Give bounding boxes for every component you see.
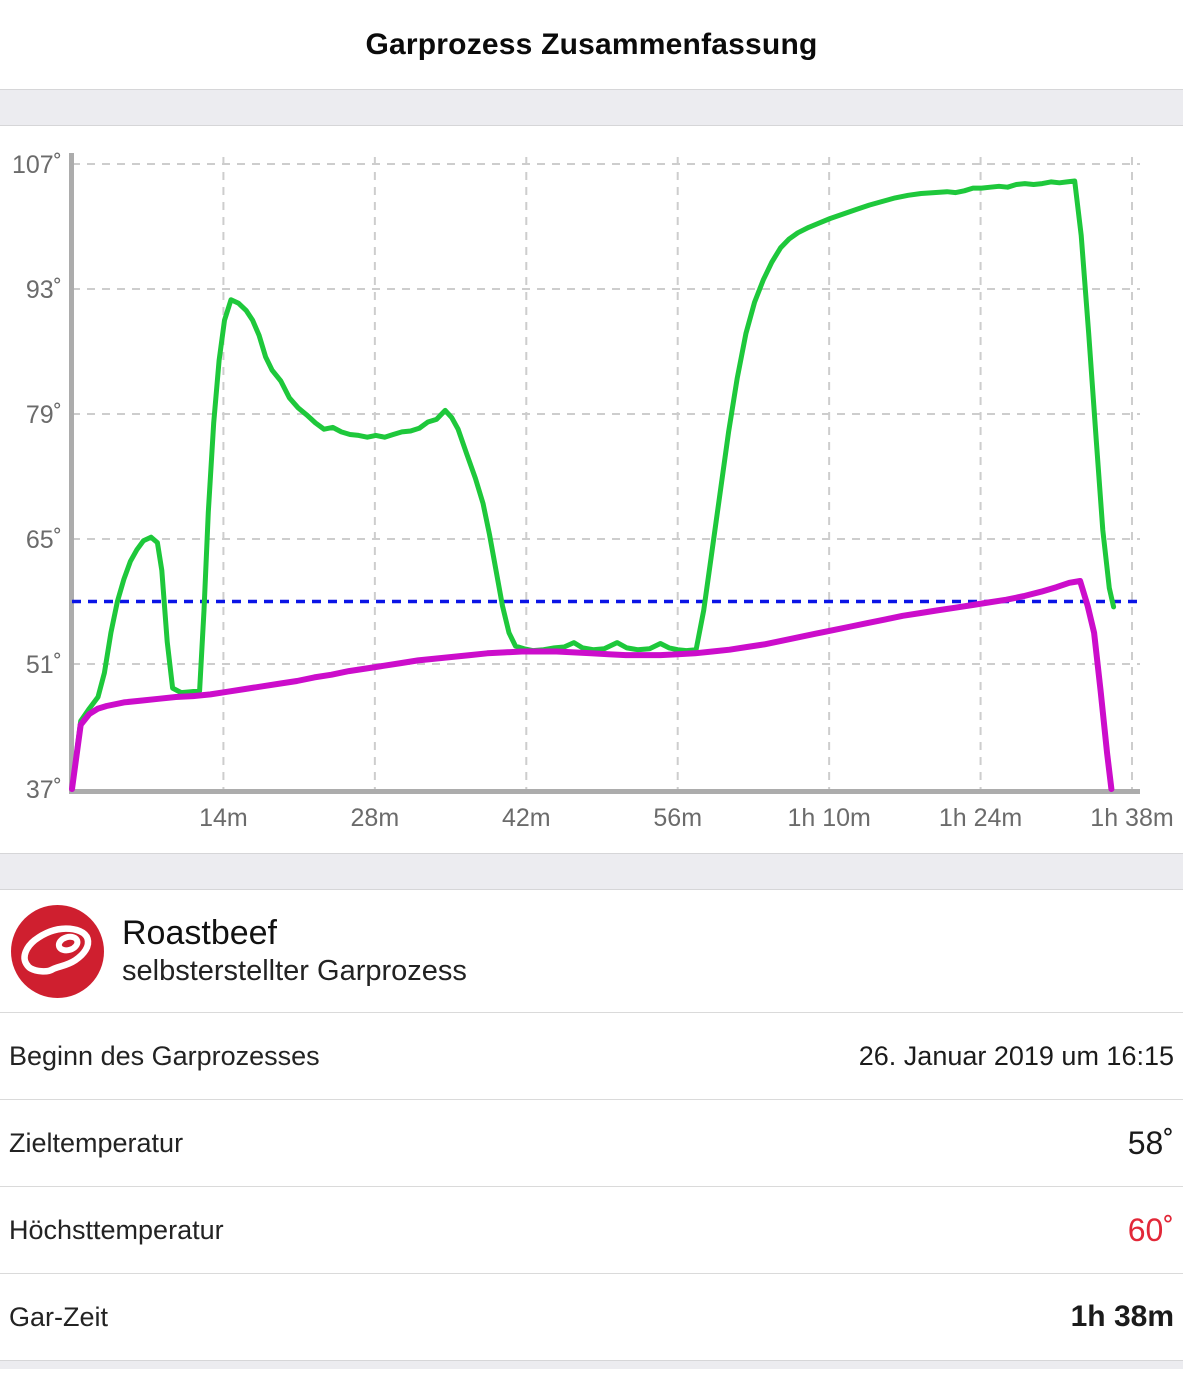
- y-axis-tick-label: 37˚: [26, 776, 62, 804]
- process-name: Roastbeef: [122, 914, 277, 952]
- detail-row-label: Höchsttemperatur: [9, 1214, 224, 1245]
- detail-row: Zieltemperatur 58˚: [0, 1099, 1183, 1186]
- ambient-temperature-line: [69, 178, 1117, 792]
- steak-icon: [11, 904, 104, 998]
- title-bar: Garprozess Zusammenfassung: [0, 0, 1183, 89]
- temperature-chart-canvas: 107˚ 93˚ 79˚ 65˚ 51˚ 37˚ 14m 28m 42m 56m 1h 10m 1h …: [12, 151, 1174, 832]
- page-title: Garprozess Zusammenfassung: [365, 27, 818, 61]
- y-axis-tick-label: 93˚: [26, 276, 62, 304]
- detail-row-value: 26. Januar 2019 um 16:15: [858, 1040, 1174, 1071]
- x-axis-tick-label: 1h 24m: [939, 804, 1022, 832]
- core-temperature-line: [69, 578, 1115, 792]
- y-axis-tick-label: 107˚: [12, 151, 62, 179]
- y-axis-tick-label: 51˚: [26, 651, 62, 679]
- section-divider-band-bottom: [0, 853, 1183, 890]
- x-axis-tick-label: 56m: [653, 804, 702, 832]
- process-subtitle: selbsterstellter Garprozess: [122, 955, 467, 987]
- detail-row-label: Gar-Zeit: [9, 1301, 109, 1332]
- y-axis-tick-label: 65˚: [26, 526, 62, 554]
- detail-row: Höchsttemperatur 60˚: [0, 1186, 1183, 1273]
- bottom-band: [0, 1360, 1183, 1369]
- details-list: Beginn des Garprozesses 26. Januar 2019 u…: [0, 1012, 1183, 1360]
- detail-row: Beginn des Garprozesses 26. Januar 2019 u…: [0, 1012, 1183, 1099]
- x-axis-tick-label: 28m: [351, 804, 400, 832]
- process-header: Roastbeef selbsterstellter Garprozess: [0, 890, 1183, 1012]
- x-axis-tick-label: 1h 38m: [1090, 804, 1173, 832]
- y-axis-tick-label: 79˚: [26, 401, 62, 429]
- detail-row-value: 58˚: [1127, 1124, 1174, 1161]
- detail-row-value: 60˚: [1127, 1211, 1174, 1248]
- detail-row-label: Beginn des Garprozesses: [9, 1040, 320, 1071]
- y-axis-line: [69, 153, 74, 794]
- x-axis-tick-label: 1h 10m: [787, 804, 870, 832]
- x-axis-tick-label: 14m: [199, 804, 248, 832]
- section-divider-band-top: [0, 89, 1183, 126]
- temperature-chart: 107˚ 93˚ 79˚ 65˚ 51˚ 37˚ 14m 28m 42m 56m 1h 10m 1h …: [0, 126, 1183, 853]
- detail-row-value: 1h 38m: [1070, 1300, 1174, 1333]
- detail-row: Gar-Zeit 1h 38m: [0, 1273, 1183, 1360]
- x-axis-tick-label: 42m: [502, 804, 551, 832]
- detail-row-label: Zieltemperatur: [9, 1127, 184, 1158]
- x-axis-line: [69, 789, 1140, 794]
